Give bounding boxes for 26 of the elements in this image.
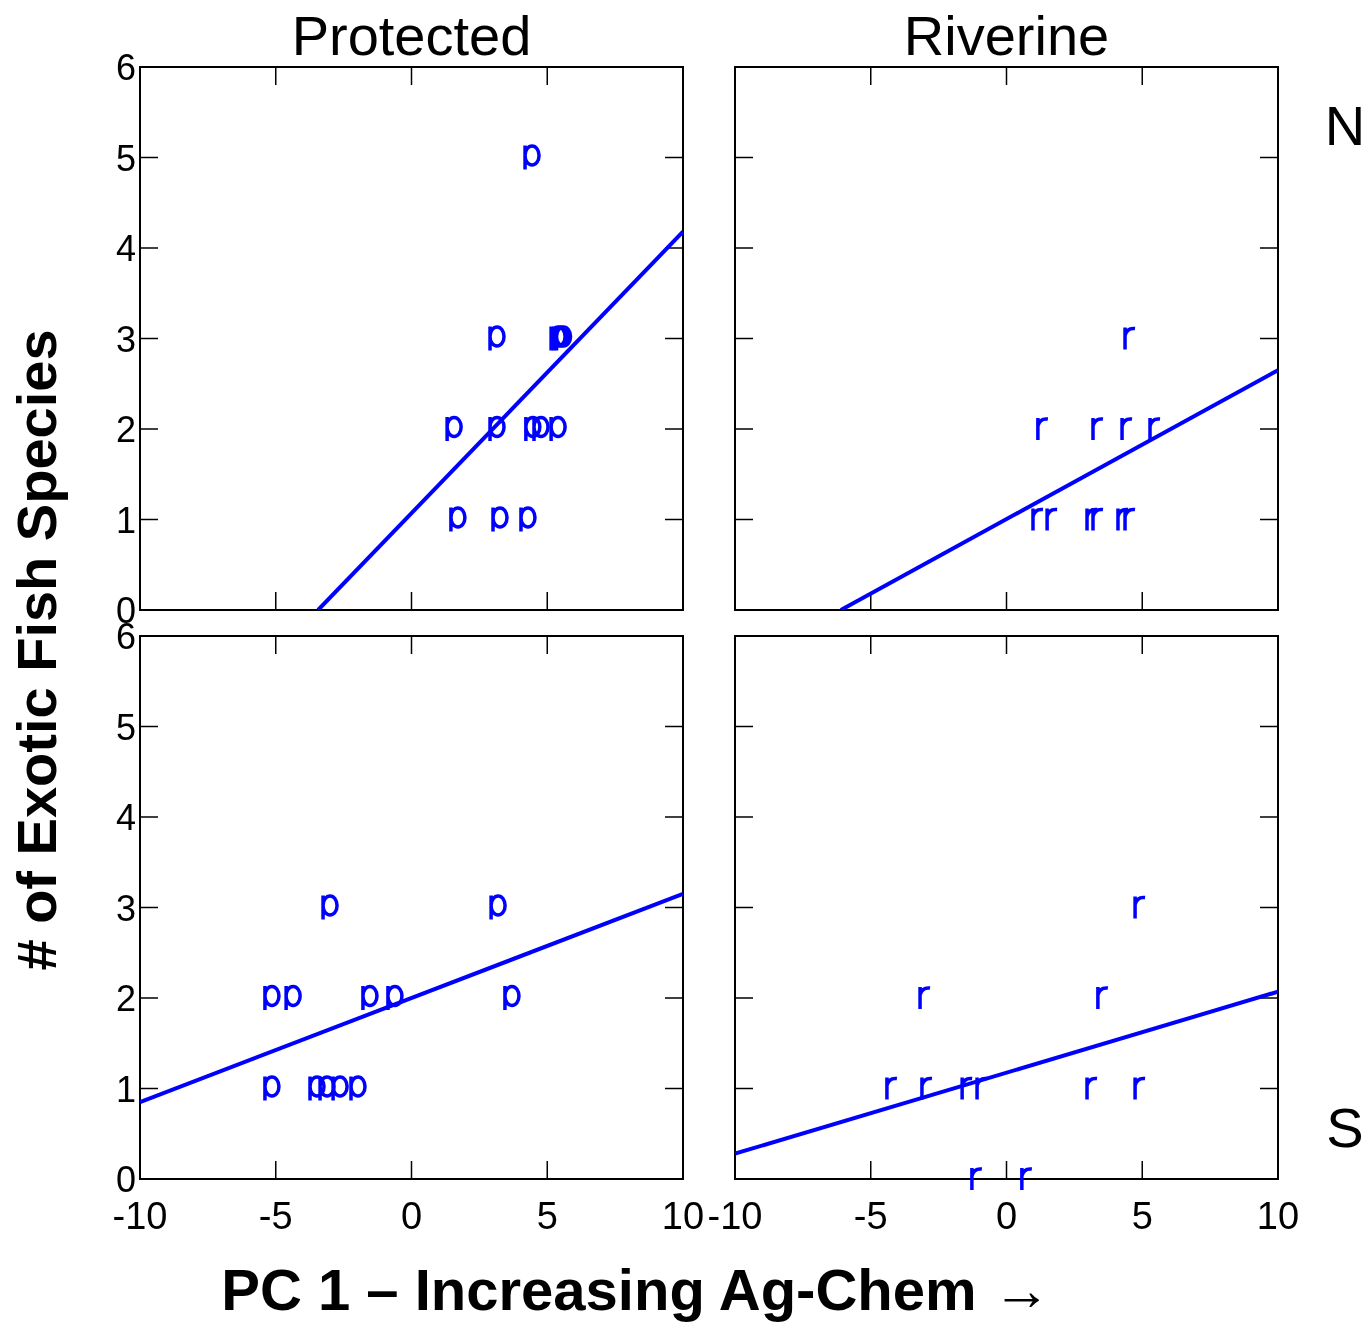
y-axis-title: # of Exotic Fish Species xyxy=(5,329,68,971)
text: N xyxy=(1324,94,1366,157)
y-tick-label: 3 xyxy=(115,318,136,360)
x-tick-label: 10 xyxy=(1256,1195,1300,1237)
x-tick-label: -10 xyxy=(707,1195,763,1237)
chart-title: Protected xyxy=(291,4,532,67)
x-tick-label: -5 xyxy=(258,1195,293,1237)
y-tick-label: 1 xyxy=(115,499,136,541)
y-tick-label: 1 xyxy=(115,1068,136,1110)
x-tick-label: 0 xyxy=(995,1195,1018,1237)
y-tick-label: 2 xyxy=(115,978,136,1019)
y-tick-label: 6 xyxy=(115,47,136,88)
x-tick-label: 0 xyxy=(400,1195,423,1237)
x-tick-label: 5 xyxy=(536,1195,558,1237)
x-axis-title: PC 1 – Increasing Ag-Chem → xyxy=(221,1257,1051,1322)
chart-title: Riverine xyxy=(903,4,1110,67)
y-tick-label: 2 xyxy=(115,409,136,450)
x-tick-label: -5 xyxy=(853,1195,888,1237)
x-tick-label: 10 xyxy=(661,1195,705,1237)
y-tick-label: 5 xyxy=(115,137,136,179)
y-tick-label: 4 xyxy=(115,228,136,269)
y-tick-label: 4 xyxy=(115,797,136,838)
y-tick-label: 5 xyxy=(115,706,136,748)
x-tick-label: 5 xyxy=(1131,1195,1153,1237)
y-tick-label: 3 xyxy=(115,887,136,929)
text: S xyxy=(1326,1096,1364,1159)
